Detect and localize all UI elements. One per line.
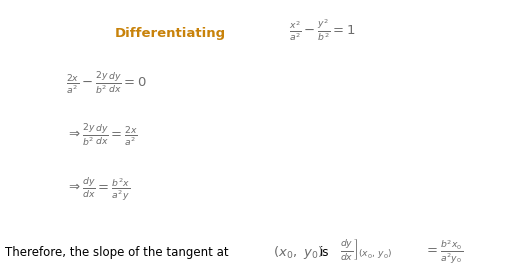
Text: $= \frac{b^2 x_0}{a^2 y_0}$: $= \frac{b^2 x_0}{a^2 y_0}$ — [424, 238, 463, 266]
Text: is: is — [319, 246, 329, 258]
Text: $\left.\frac{dy}{dx}\right]_{(x_0,\,y_0)}$: $\left.\frac{dy}{dx}\right]_{(x_0,\,y_0)… — [340, 237, 392, 262]
Text: Differentiating: Differentiating — [115, 27, 226, 40]
Text: $(x_0,\ y_0)$: $(x_0,\ y_0)$ — [273, 243, 324, 261]
Text: $\Rightarrow \frac{2y}{b^2}\frac{dy}{dx} = \frac{2x}{a^2}$: $\Rightarrow \frac{2y}{b^2}\frac{dy}{dx}… — [66, 123, 138, 148]
Text: $\frac{x^2}{a^2} - \frac{y^2}{b^2} = 1$: $\frac{x^2}{a^2} - \frac{y^2}{b^2} = 1$ — [289, 17, 356, 43]
Text: Therefore, the slope of the tangent at: Therefore, the slope of the tangent at — [5, 246, 229, 258]
Text: $\frac{2x}{a^2} - \frac{2y}{b^2}\frac{dy}{dx} = 0$: $\frac{2x}{a^2} - \frac{2y}{b^2}\frac{dy… — [66, 71, 148, 96]
Text: $\Rightarrow \frac{dy}{dx} = \frac{b^2 x}{a^2 y}$: $\Rightarrow \frac{dy}{dx} = \frac{b^2 x… — [66, 175, 130, 202]
